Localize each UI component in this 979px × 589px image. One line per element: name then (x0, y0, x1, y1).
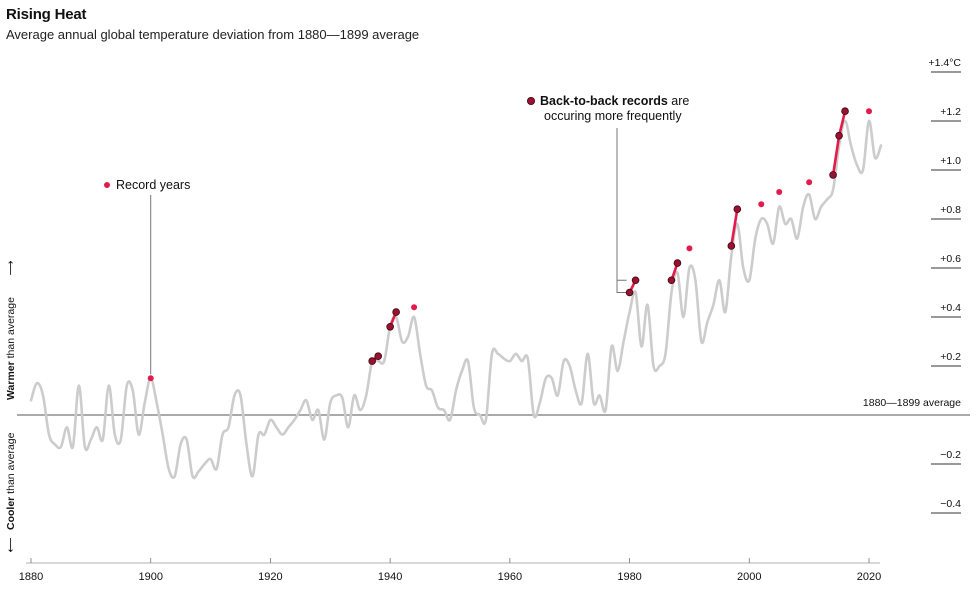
streak-record-point (829, 171, 837, 179)
streak-record-point (841, 107, 849, 115)
y-gridlines: +1.4°C +1.2 +1.0 +0.8 +0.6 +0.4 +0.2 −0.2 −0.4 (928, 57, 961, 514)
record-years-annotation: Record years (116, 178, 190, 192)
record-points (147, 107, 872, 382)
y-tick-label: +1.0 (940, 155, 961, 167)
streak-record-point (368, 357, 376, 365)
warmer-arrow: ⟶ (5, 260, 17, 275)
x-tick-label: 1900 (138, 571, 162, 583)
series-line-layer (29, 119, 883, 480)
y-tick-label: +0.6 (940, 253, 961, 265)
chart-subtitle: Average annual global temperature deviat… (6, 27, 420, 42)
streak-record-point (733, 205, 742, 214)
streak-record-point (386, 322, 394, 331)
streak-record-point (392, 308, 400, 316)
record-legend-dot (104, 182, 110, 188)
record-point (147, 375, 154, 382)
record-point (686, 245, 693, 252)
y-tick-label: +0.2 (940, 351, 961, 363)
streak-legend-dot (527, 97, 536, 106)
x-tick-label: 1960 (498, 571, 522, 583)
warmer-label: Warmer than average (5, 297, 17, 400)
x-tick-label: 2020 (857, 571, 881, 583)
record-point (866, 108, 872, 115)
back-to-back-leader (616, 128, 627, 293)
x-tick-label: 1920 (258, 571, 282, 583)
chart-title: Rising Heat (6, 6, 87, 23)
cooler-arrow: ⟵ (5, 537, 17, 552)
baseline: 1880—1899 average (17, 397, 970, 416)
annotation-leaders (150, 128, 627, 375)
y-tick-label: +0.8 (940, 204, 961, 216)
y-tick-label: +1.4°C (928, 57, 961, 69)
streak-segment (730, 208, 739, 247)
x-tick-label: 1880 (19, 571, 43, 583)
record-point (806, 179, 813, 186)
streak-record-point (835, 131, 843, 140)
x-tick-label: 2000 (737, 571, 761, 583)
streak-record-point (727, 242, 736, 250)
y-tick-label: −0.2 (940, 449, 961, 461)
cooler-label: Cooler than average (5, 432, 17, 530)
temperature-series-line (29, 119, 883, 480)
back-to-back-annotation: Back-to-back records are (540, 94, 689, 108)
streak-record-point (374, 352, 382, 361)
record-point (758, 201, 765, 208)
record-point (411, 304, 418, 311)
back-to-back-annotation-line2: occuring more frequently (544, 109, 682, 123)
streak-segment (831, 110, 847, 176)
y-tick-label: +1.2 (940, 106, 961, 118)
streak-record-point (667, 276, 676, 285)
y-tick-label: +0.4 (940, 302, 961, 314)
record-point (776, 189, 783, 196)
x-axis: 1880 1900 1920 1940 1960 1980 2000 2020 (19, 558, 881, 583)
y-tick-label: −0.4 (940, 498, 961, 510)
x-tick-label: 1940 (378, 571, 402, 583)
streak-record-point (673, 259, 682, 267)
streak-record-point (631, 276, 640, 285)
streak-record-point (625, 288, 634, 297)
x-tick-label: 1980 (617, 571, 641, 583)
baseline-label: 1880—1899 average (863, 397, 961, 409)
